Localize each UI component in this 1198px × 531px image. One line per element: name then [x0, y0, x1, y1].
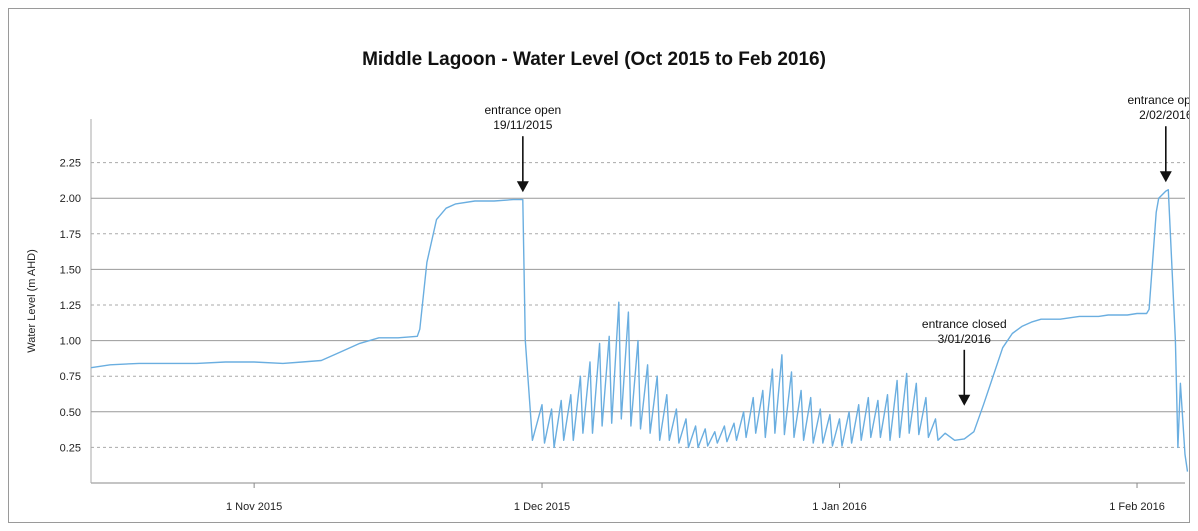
y-axis: 0.25 0.50 0.75 1.00 1.25 1.50 1.75 2.00 2.25: [60, 158, 81, 455]
y-tick-label: 0.75: [60, 371, 81, 383]
annotation-label: entrance open: [1127, 93, 1189, 107]
y-tick-label: 1.75: [60, 229, 81, 241]
y-tick-label: 0.50: [60, 407, 81, 419]
series-line: [90, 189, 1189, 472]
x-axis: 1 Nov 2015 1 Dec 2015 1 Jan 2016 1 Feb 2016: [226, 483, 1165, 513]
y-tick-label: 1.25: [60, 300, 81, 312]
chart-frame: Middle Lagoon - Water Level (Oct 2015 to…: [8, 8, 1190, 523]
y-axis-label: Water Level (m AHD): [26, 249, 38, 353]
y-tick-label: 1.00: [60, 336, 81, 348]
annotation-arrow-head: [516, 181, 529, 193]
x-tick-label: 1 Dec 2015: [514, 501, 570, 513]
y-tick-label: 1.50: [60, 264, 81, 276]
y-tick-label: 2.00: [60, 193, 81, 205]
annotation-label: entrance closed: [922, 317, 1007, 331]
annotation-date: 3/01/2016: [938, 332, 992, 346]
annotation-arrow-head: [1159, 171, 1172, 183]
series-line-group: [90, 189, 1189, 472]
y-tick-label: 2.25: [60, 158, 81, 170]
x-tick-label: 1 Jan 2016: [812, 501, 866, 513]
annotation: entrance open2/02/2016: [1127, 93, 1189, 183]
annotation-date: 2/02/2016: [1139, 108, 1189, 122]
x-tick-label: 1 Nov 2015: [226, 501, 282, 513]
annotation-arrow-head: [958, 394, 971, 406]
y-tick-label: 0.25: [60, 442, 81, 454]
chart-title: Middle Lagoon - Water Level (Oct 2015 to…: [362, 49, 826, 70]
x-tick-label: 1 Feb 2016: [1109, 501, 1165, 513]
annotation-label: entrance open: [484, 103, 561, 117]
chart: Middle Lagoon - Water Level (Oct 2015 to…: [26, 49, 1189, 513]
grid: [90, 119, 1185, 484]
annotation-date: 19/11/2015: [493, 118, 552, 132]
